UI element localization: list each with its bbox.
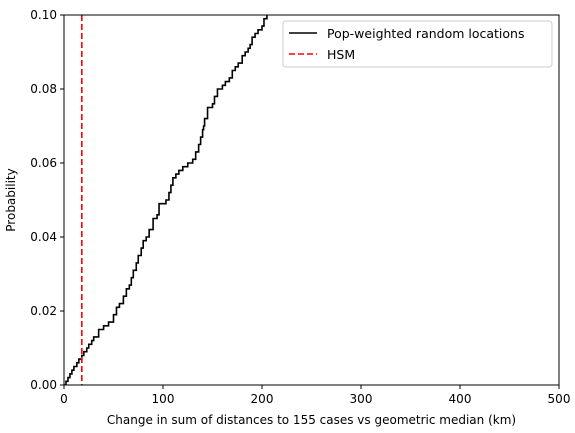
x-tick-label: 400 (449, 392, 472, 406)
y-tick-label: 0.00 (30, 378, 57, 392)
x-tick-label: 200 (251, 392, 274, 406)
y-tick-label: 0.10 (30, 8, 57, 22)
x-tick-label: 100 (152, 392, 175, 406)
legend-box (282, 20, 553, 68)
y-tick-label: 0.02 (30, 304, 57, 318)
x-tick-label: 300 (350, 392, 373, 406)
x-tick-label: 0 (60, 392, 68, 406)
legend-label-random: Pop-weighted random locations (327, 26, 525, 41)
y-tick-label: 0.08 (30, 82, 57, 96)
x-tick-label: 500 (548, 392, 571, 406)
series-layer (64, 15, 268, 385)
series-line-random (64, 15, 268, 385)
y-tick-label: 0.04 (30, 230, 57, 244)
y-axis-title: Probability (4, 168, 18, 231)
plot-background (64, 15, 559, 385)
legend-label-hsm: HSM (327, 47, 355, 62)
plot-frame (63, 14, 560, 386)
y-tick-label: 0.06 (30, 156, 57, 170)
ticks-layer: 0 100 200 300 400 500 0.00 0.02 0.04 0.06 0.08 0.10 (30, 8, 570, 406)
legend: Pop-weighted random locations HSM (282, 20, 553, 68)
x-axis-title: Change in sum of distances to 155 cases … (107, 413, 516, 427)
